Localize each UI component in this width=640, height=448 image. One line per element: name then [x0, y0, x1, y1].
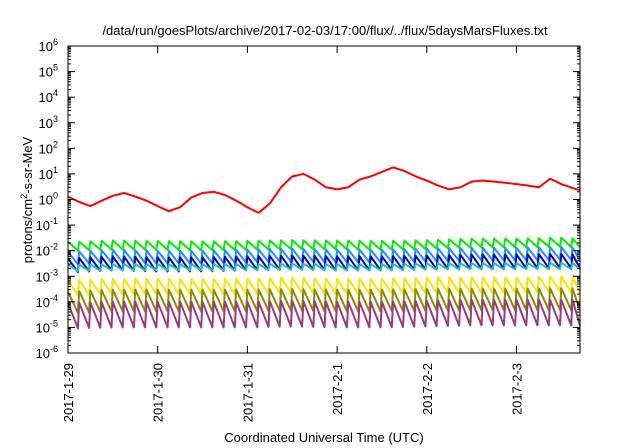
y-tick-label-base: 10	[36, 346, 50, 361]
y-tick-label-base: 10	[36, 218, 50, 233]
y-tick-label-base: 10	[39, 90, 53, 105]
series-layer	[67, 166, 581, 330]
series-line-2	[67, 236, 581, 252]
y-tick-label-base: 10	[39, 193, 53, 208]
x-tick-label: 2017-2-1	[330, 363, 345, 415]
chart-title: /data/run/goesPlots/archive/2017-02-03/1…	[102, 23, 548, 38]
y-tick-label: 104	[39, 88, 58, 105]
y-tick-label-exponent: 1	[53, 165, 58, 175]
y-tick-label: 10-6	[36, 344, 58, 361]
x-tick-label: 2017-1-29	[61, 363, 76, 422]
y-tick-label-exponent: 0	[53, 191, 58, 201]
y-tick-label-exponent: 6	[53, 37, 58, 47]
series-line-6	[67, 275, 581, 297]
y-tick-label-base: 10	[36, 295, 50, 310]
y-tick-label-base: 10	[36, 320, 50, 335]
y-tick-label-base: 10	[36, 269, 50, 284]
y-tick-label-base: 10	[39, 167, 53, 182]
y-tick-label: 101	[39, 165, 58, 182]
y-tick-label-base: 10	[39, 141, 53, 156]
y-tick-label-exponent: -1	[50, 216, 58, 226]
y-tick-label-base: 10	[36, 244, 50, 259]
y-tick-label: 10-2	[36, 242, 58, 259]
y-tick-label: 102	[39, 139, 58, 156]
y-tick-label-exponent: -3	[50, 267, 58, 277]
y-tick-label-exponent: 2	[53, 139, 58, 149]
y-axis-label-exponent: 2	[19, 194, 29, 199]
series-line-1	[67, 166, 581, 214]
series-line-5	[67, 261, 581, 272]
y-tick-label-base: 10	[39, 39, 53, 54]
y-tick-label: 10-4	[36, 293, 58, 310]
y-tick-label-base: 10	[39, 116, 53, 131]
y-tick-label: 100	[39, 191, 58, 208]
y-tick-label: 105	[39, 63, 58, 80]
y-tick-label-exponent: -2	[50, 242, 58, 252]
y-tick-label-exponent: 4	[53, 88, 58, 98]
y-tick-label: 103	[39, 114, 58, 131]
y-axis-label: protons/cm2-s-sr-MeV	[19, 136, 35, 263]
x-tick-label: 2017-1-30	[151, 363, 166, 422]
x-axis: 2017-1-29 2017-1-30 2017-1-31 2017-2-1 2017-…	[61, 46, 524, 422]
y-tick-label: 10-3	[36, 267, 58, 284]
x-tick-label: 2017-1-31	[240, 363, 255, 422]
y-axis-label-unit: protons/cm	[20, 199, 35, 263]
series-line-8	[67, 298, 581, 330]
y-axis-label-rest: -s-sr-MeV	[20, 136, 35, 193]
y-tick-label-base: 10	[39, 65, 53, 80]
y-tick-label: 10-5	[36, 318, 58, 335]
y-tick-label: 106	[39, 37, 58, 54]
y-tick-label-exponent: 3	[53, 114, 58, 124]
y-axis: 10-610-510-410-310-210-11001011021031041…	[36, 37, 580, 361]
y-tick-label-exponent: -6	[50, 344, 58, 354]
x-tick-label: 2017-2-2	[420, 363, 435, 415]
x-axis-label: Coordinated Universal Time (UTC)	[224, 430, 423, 445]
y-tick-label-exponent: -4	[50, 293, 58, 303]
y-tick-label: 10-1	[36, 216, 58, 233]
y-tick-label-exponent: -5	[50, 318, 58, 328]
x-tick-label: 2017-2-3	[509, 363, 524, 415]
y-tick-label-exponent: 5	[53, 63, 58, 73]
